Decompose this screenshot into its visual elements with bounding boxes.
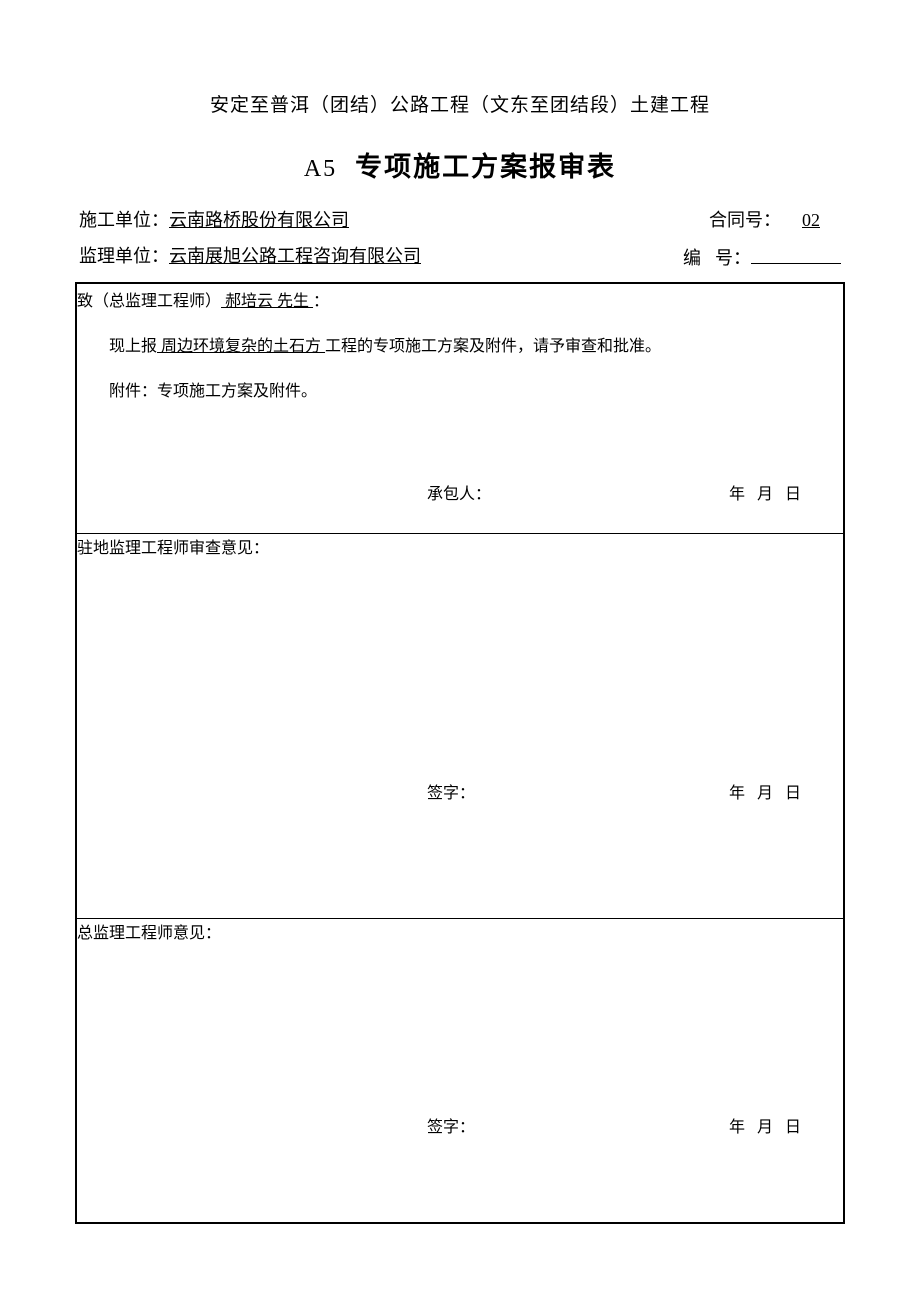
project-header: 安定至普洱（团结）公路工程（文东至团结段）土建工程 [75,90,845,117]
signature-row-1: 承包人： 年月日 [77,477,843,512]
sign-label-3: 签字： [427,1113,567,1137]
supervision-unit-label: 监理单位： [79,242,169,268]
section-resident-engineer: 驻地监理工程师审查意见： 签字： 年月日 [76,533,844,918]
attachment-line: 附件：专项施工方案及附件。 [77,374,843,409]
approval-table: 致（总监理工程师） 郝培云 先生 ： 现上报 周边环境复杂的土石方 工程的专项施… [75,282,845,1224]
body-project: 周边环境复杂的土石方 [157,338,325,355]
sign-label-2: 签字： [427,779,567,803]
serial-no-label: 编 [683,244,715,270]
info-row-2: 监理单位： 云南展旭公路工程咨询有限公司 编号： [75,242,845,270]
supervision-unit-value: 云南展旭公路工程咨询有限公司 [169,242,421,268]
date-label-3: 年月日 [729,1113,813,1137]
construction-unit: 施工单位： 云南路桥股份有限公司 [79,206,409,232]
info-row-1: 施工单位： 云南路桥股份有限公司 合同号： 02 [75,206,845,232]
addressee-prefix: 致（总监理工程师） [77,293,221,310]
contract-no: 合同号： 02 [709,206,841,232]
body-prefix: 现上报 [109,338,157,355]
addressee-suffix: ： [313,293,329,310]
chief-engineer-heading: 总监理工程师意见： [77,919,843,943]
serial-no: 编号： [683,242,841,270]
form-title: A5 专项施工方案报审表 [75,145,845,184]
resident-engineer-heading: 驻地监理工程师审查意见： [77,534,843,558]
section-chief-engineer: 总监理工程师意见： 签字： 年月日 [76,918,844,1223]
construction-unit-value: 云南路桥股份有限公司 [169,206,409,232]
addressee-line: 致（总监理工程师） 郝培云 先生 ： [77,284,843,319]
construction-unit-label: 施工单位： [79,206,169,232]
form-code: A5 [304,156,337,182]
signature-row-3: 签字： 年月日 [77,1113,843,1137]
form-title-text: 专项施工方案报审表 [355,152,616,182]
serial-no-value [751,242,841,264]
contract-no-value: 02 [781,210,841,231]
body-suffix: 工程的专项施工方案及附件，请予审查和批准。 [325,338,661,355]
date-label-1: 年月日 [729,477,813,512]
date-label-2: 年月日 [729,779,813,803]
submission-body: 现上报 周边环境复杂的土石方 工程的专项施工方案及附件，请予审查和批准。 [77,329,843,364]
serial-no-label2: 号： [715,244,751,270]
addressee-name: 郝培云 先生 [221,293,313,310]
supervision-unit: 监理单位： 云南展旭公路工程咨询有限公司 [79,242,421,270]
contractor-label: 承包人： [427,477,567,512]
signature-row-2: 签字： 年月日 [77,779,843,803]
contract-no-label: 合同号： [709,206,781,232]
section-submission: 致（总监理工程师） 郝培云 先生 ： 现上报 周边环境复杂的土石方 工程的专项施… [76,283,844,533]
